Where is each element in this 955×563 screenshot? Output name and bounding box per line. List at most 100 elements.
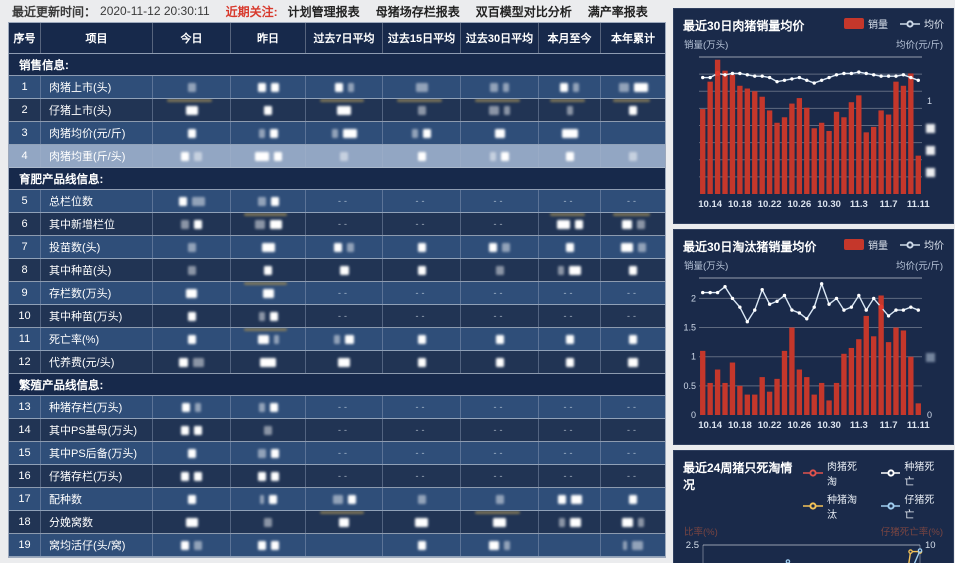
legend-item-sales[interactable]: 销量	[844, 16, 888, 31]
table-row-4[interactable]: 4 肉猪均重(斤/头)	[9, 145, 665, 168]
value-cell	[306, 122, 383, 144]
table-row-12[interactable]: 12 代养费(元/头)	[9, 351, 665, 374]
redacted-value	[334, 334, 340, 344]
table-row-17[interactable]: 17 配种数	[9, 488, 665, 511]
line-series-icon	[880, 469, 901, 477]
empty-value: --	[627, 402, 639, 412]
table-row-1[interactable]: 1 肉猪上市(头)	[9, 76, 665, 99]
table-row-10[interactable]: 10 其中种苗(万头) -- -- -- -- --	[9, 305, 665, 328]
redacted-value	[565, 151, 574, 161]
value-cell	[231, 76, 306, 98]
table-row-6[interactable]: 6 其中新增栏位 -- -- --	[9, 213, 665, 236]
updated-time-label: 最近更新时间：	[12, 4, 97, 19]
value-cell	[601, 259, 665, 281]
row-label: 总栏位数	[41, 190, 153, 212]
value-cell	[231, 511, 306, 533]
legend-item-2[interactable]: 种猪死亡	[880, 458, 944, 488]
table-row-8[interactable]: 8 其中种苗(头)	[9, 259, 665, 282]
value-cell: --	[539, 190, 601, 212]
redacted-value	[181, 151, 189, 161]
empty-value: --	[493, 425, 506, 435]
redacted-value	[187, 334, 196, 344]
chart-plot: 0 0.5 1 1.5 2 10.14 10.18 10.22 10.26 10.30 11.3 11…	[683, 277, 935, 431]
value-cell: --	[461, 396, 539, 418]
empty-value: --	[415, 402, 428, 412]
redacted-value	[347, 242, 354, 252]
menu-item-4[interactable]: 满产率报表	[587, 4, 648, 19]
value-cell	[601, 76, 665, 98]
table-row-11[interactable]: 11 死亡率(%)	[9, 328, 665, 351]
value-cell	[231, 465, 306, 487]
value-cell	[601, 328, 665, 350]
legend-item-price[interactable]: 均价	[900, 237, 944, 252]
empty-value: --	[563, 288, 576, 298]
table-row-9[interactable]: 9 存栏数(万头) -- -- -- -- --	[9, 282, 665, 305]
redacted-value	[270, 196, 279, 206]
chart-panel-1: 最近30日肉猪销量均价 销量 均价 销量(万头) 均价(元/斤) 10.14 10.18 10…	[673, 8, 954, 224]
svg-text:10.30: 10.30	[817, 420, 841, 431]
redacted-value	[501, 151, 509, 161]
row-label: 肉猪上市(头)	[41, 76, 153, 98]
redacted-value	[262, 288, 274, 298]
table-row-3[interactable]: 3 肉猪均价(元/斤)	[9, 122, 665, 145]
value-cell: --	[383, 282, 461, 304]
row-index: 1	[9, 76, 41, 98]
redacted-value	[334, 242, 342, 252]
value-cell: --	[539, 442, 601, 464]
redacted-value	[179, 357, 188, 367]
empty-value: --	[338, 425, 350, 435]
value-cell	[539, 145, 601, 167]
table-row-13[interactable]: 13 种猪存栏(万头) -- -- -- -- --	[9, 396, 665, 419]
redacted-value	[569, 517, 581, 527]
legend-item-sales[interactable]: 销量	[844, 237, 888, 252]
redacted-value	[187, 265, 196, 275]
table-row-5[interactable]: 5 总栏位数 -- -- -- -- --	[9, 190, 665, 213]
line-series-icon	[803, 502, 824, 510]
table-row-2[interactable]: 2 仔猪上市(头)	[9, 99, 665, 122]
row-index: 14	[9, 419, 41, 441]
line-series-icon	[803, 469, 824, 477]
table-row-7[interactable]: 7 投苗数(头)	[9, 236, 665, 259]
legend-item-4[interactable]: 仔猪死亡	[880, 491, 944, 521]
empty-value: --	[563, 311, 576, 321]
redacted-value	[332, 494, 343, 504]
table-row-16[interactable]: 16 仔猪存栏(万头) -- -- -- -- --	[9, 465, 665, 488]
menu-item-1[interactable]: 计划管理报表	[287, 4, 360, 19]
row-index: 13	[9, 396, 41, 418]
section-header: 繁殖产品线信息:	[9, 374, 665, 396]
empty-value: --	[627, 311, 639, 321]
legend-item-1[interactable]: 肉猪死淘	[803, 458, 866, 488]
redacted-value	[194, 471, 202, 481]
table-row-19[interactable]: 19 窝均活仔(头/窝)	[9, 534, 665, 557]
empty-value: --	[493, 471, 506, 481]
table-row-15[interactable]: 15 其中PS后备(万头) -- -- -- -- --	[9, 442, 665, 465]
menu-item-3[interactable]: 双百模型对比分析	[475, 4, 572, 19]
value-cell	[231, 328, 306, 350]
redacted-value	[556, 219, 570, 229]
redacted-value	[181, 425, 189, 435]
redacted-value	[334, 82, 343, 92]
value-cell: --	[461, 442, 539, 464]
redacted-value	[185, 105, 198, 115]
row-index: 11	[9, 328, 41, 350]
redacted-value	[504, 105, 510, 115]
redacted-value	[618, 82, 629, 92]
redacted-value	[269, 311, 278, 321]
table-row-14[interactable]: 14 其中PS基母(万头) -- -- -- -- --	[9, 419, 665, 442]
line-series-icon	[900, 19, 920, 28]
chart-panel-2: 最近30日淘汰猪销量均价 销量 均价 销量(万头) 均价(元/斤) 0 0.5 1 1.5 2 10…	[673, 229, 954, 445]
value-cell: --	[539, 465, 601, 487]
bar-series-icon	[844, 18, 864, 29]
redacted-value	[260, 357, 276, 367]
redacted-value	[495, 494, 504, 504]
redacted-value	[417, 494, 426, 504]
legend-item-3[interactable]: 种猪淘汰	[803, 491, 866, 521]
table-row-18[interactable]: 18 分娩窝数	[9, 511, 665, 534]
empty-value: --	[338, 219, 350, 229]
value-cell	[383, 259, 461, 281]
legend-item-price[interactable]: 均价	[900, 16, 944, 31]
row-label: 存栏数(万头)	[41, 282, 153, 304]
value-cell: --	[306, 419, 383, 441]
updated-time-value: 2020-11-12 20:30:11	[100, 4, 210, 18]
menu-item-2[interactable]: 母猪场存栏报表	[375, 4, 460, 19]
